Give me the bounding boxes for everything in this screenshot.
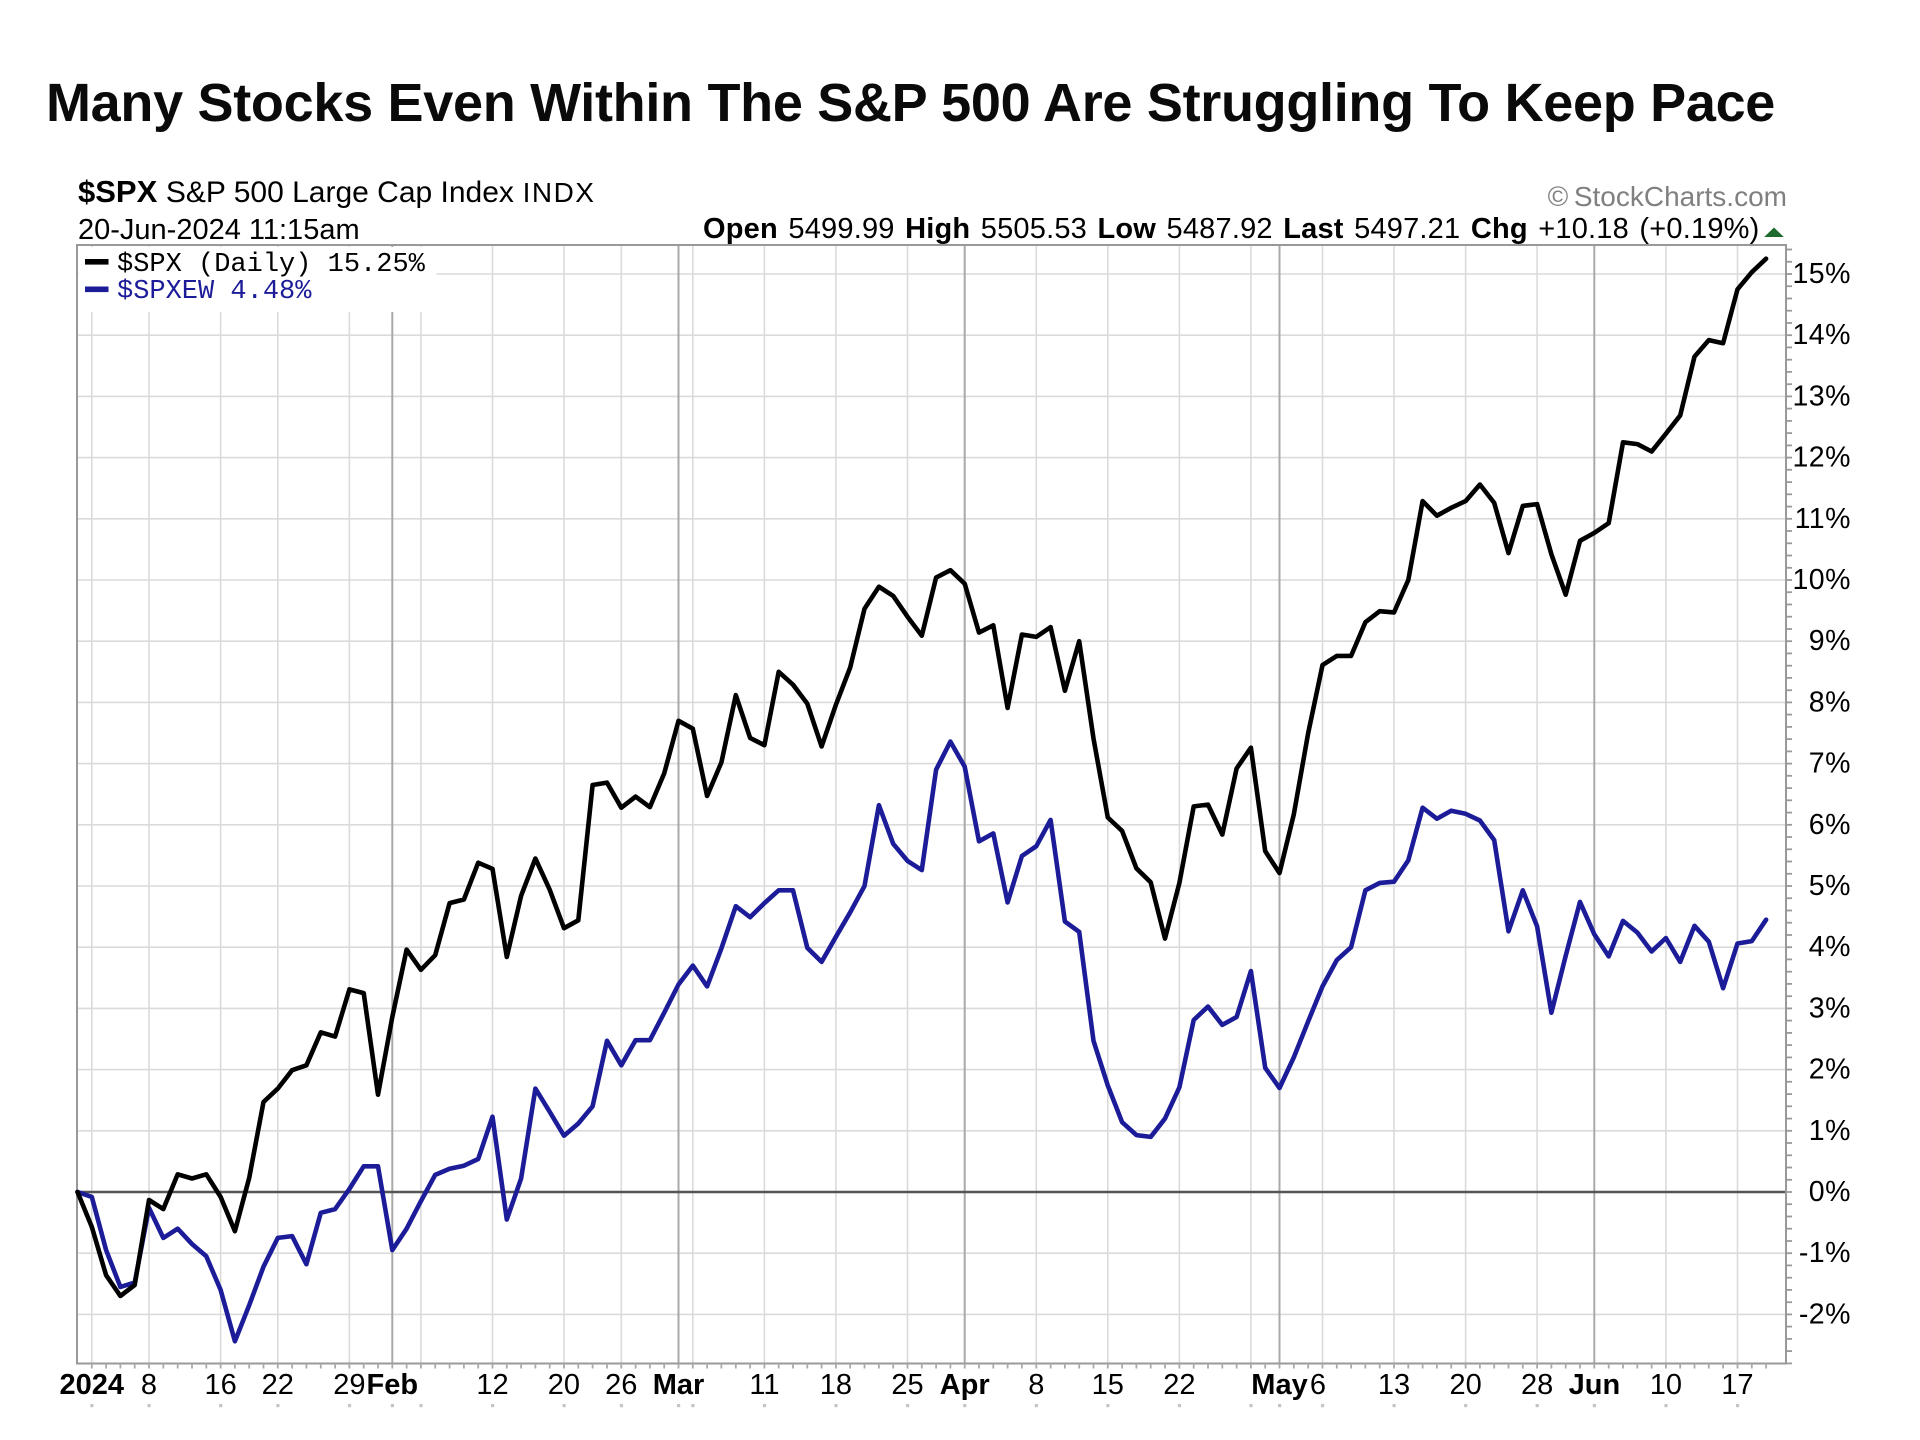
svg-text:7%: 7%	[1809, 748, 1851, 780]
svg-text:Jun: Jun	[1569, 1369, 1621, 1401]
svg-text:5%: 5%	[1809, 870, 1851, 902]
svg-text:12%: 12%	[1792, 442, 1851, 474]
svg-text:11: 11	[749, 1369, 779, 1401]
svg-text:-2%: -2%	[1799, 1298, 1851, 1330]
svg-text:2%: 2%	[1809, 1054, 1851, 1086]
svg-text:Feb: Feb	[367, 1369, 419, 1401]
svg-text:3%: 3%	[1809, 992, 1851, 1024]
svg-text:15%: 15%	[1792, 258, 1851, 290]
svg-text:28: 28	[1521, 1369, 1553, 1401]
svg-text:6%: 6%	[1809, 809, 1851, 841]
svg-text:20: 20	[1449, 1369, 1481, 1401]
svg-text:-1%: -1%	[1799, 1237, 1851, 1269]
svg-text:9%: 9%	[1809, 625, 1851, 657]
svg-text:15: 15	[1092, 1369, 1124, 1401]
svg-text:22: 22	[1163, 1369, 1195, 1401]
svg-text:0%: 0%	[1809, 1176, 1851, 1208]
svg-text:17: 17	[1721, 1369, 1753, 1401]
svg-text:8: 8	[141, 1369, 157, 1401]
svg-text:8: 8	[1028, 1369, 1044, 1401]
svg-text:8%: 8%	[1809, 686, 1851, 718]
svg-text:26: 26	[605, 1369, 637, 1401]
svg-text:1%: 1%	[1809, 1115, 1851, 1147]
svg-text:22: 22	[262, 1369, 294, 1401]
svg-text:Apr: Apr	[940, 1369, 990, 1401]
svg-text:20: 20	[548, 1369, 580, 1401]
svg-text:13%: 13%	[1792, 380, 1851, 412]
svg-text:2024: 2024	[60, 1369, 125, 1401]
svg-text:10: 10	[1650, 1369, 1682, 1401]
svg-text:6: 6	[1310, 1369, 1326, 1401]
svg-text:10%: 10%	[1792, 564, 1851, 596]
svg-text:25: 25	[891, 1369, 923, 1401]
svg-text:29: 29	[333, 1369, 365, 1401]
svg-text:11%: 11%	[1795, 503, 1851, 535]
svg-text:16: 16	[204, 1369, 236, 1401]
svg-text:12: 12	[476, 1369, 508, 1401]
svg-text:14%: 14%	[1792, 319, 1851, 351]
svg-text:13: 13	[1378, 1369, 1410, 1401]
svg-text:Mar: Mar	[653, 1369, 705, 1401]
svg-text:4%: 4%	[1809, 931, 1851, 963]
svg-text:May: May	[1251, 1369, 1307, 1401]
svg-text:18: 18	[820, 1369, 852, 1401]
